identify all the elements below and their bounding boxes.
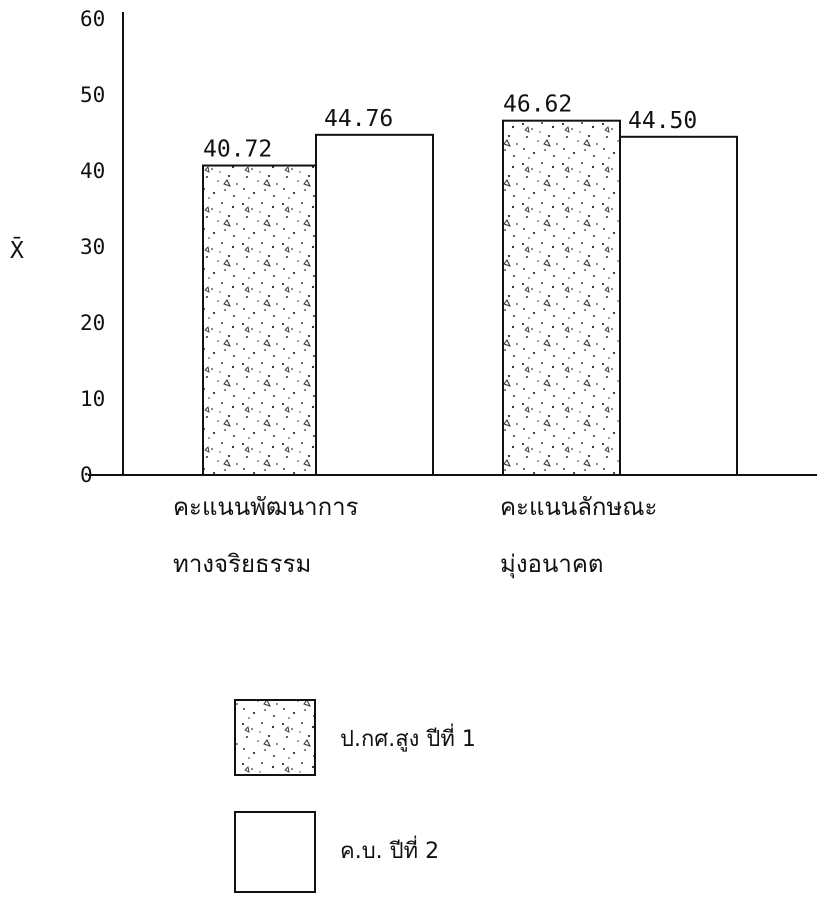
bars — [202, 119, 738, 477]
legend-label: ป.กศ.สูง ปีที่ 1 — [340, 723, 476, 752]
legend-swatch — [234, 811, 316, 893]
y-tick-label: 30 — [80, 235, 105, 259]
data-label: 44.50 — [628, 108, 697, 134]
y-tick-label: 10 — [80, 387, 105, 411]
y-axis-label: X̄ — [10, 236, 24, 264]
data-labels: 40.72 46.62 44.76 44.50 — [203, 92, 697, 163]
data-label: 40.72 — [203, 137, 272, 163]
bar — [202, 164, 317, 476]
category-label: ทางจริยธรรม — [173, 550, 311, 578]
bar — [619, 135, 738, 477]
category-label: คะแนนลักษณะ — [500, 493, 657, 521]
data-label: 46.62 — [503, 92, 572, 118]
bar — [315, 133, 434, 476]
legend: ป.กศ.สูง ปีที่ 1 ค.บ. ปีที่ 2 — [234, 699, 476, 893]
bar — [502, 119, 621, 477]
y-tick-label: 60 — [80, 7, 105, 31]
y-tick-label: 20 — [80, 311, 105, 335]
y-tick-label: 40 — [80, 159, 105, 183]
category-label: มุ่งอนาคต — [500, 550, 603, 579]
legend-label: ค.บ. ปีที่ 2 — [340, 835, 439, 864]
data-label: 44.76 — [324, 106, 393, 132]
y-tick-label: 0 — [80, 463, 93, 487]
y-tick-label: 50 — [80, 83, 105, 107]
category-label: คะแนนพัฒนาการ — [173, 493, 359, 521]
legend-swatch — [234, 699, 316, 776]
